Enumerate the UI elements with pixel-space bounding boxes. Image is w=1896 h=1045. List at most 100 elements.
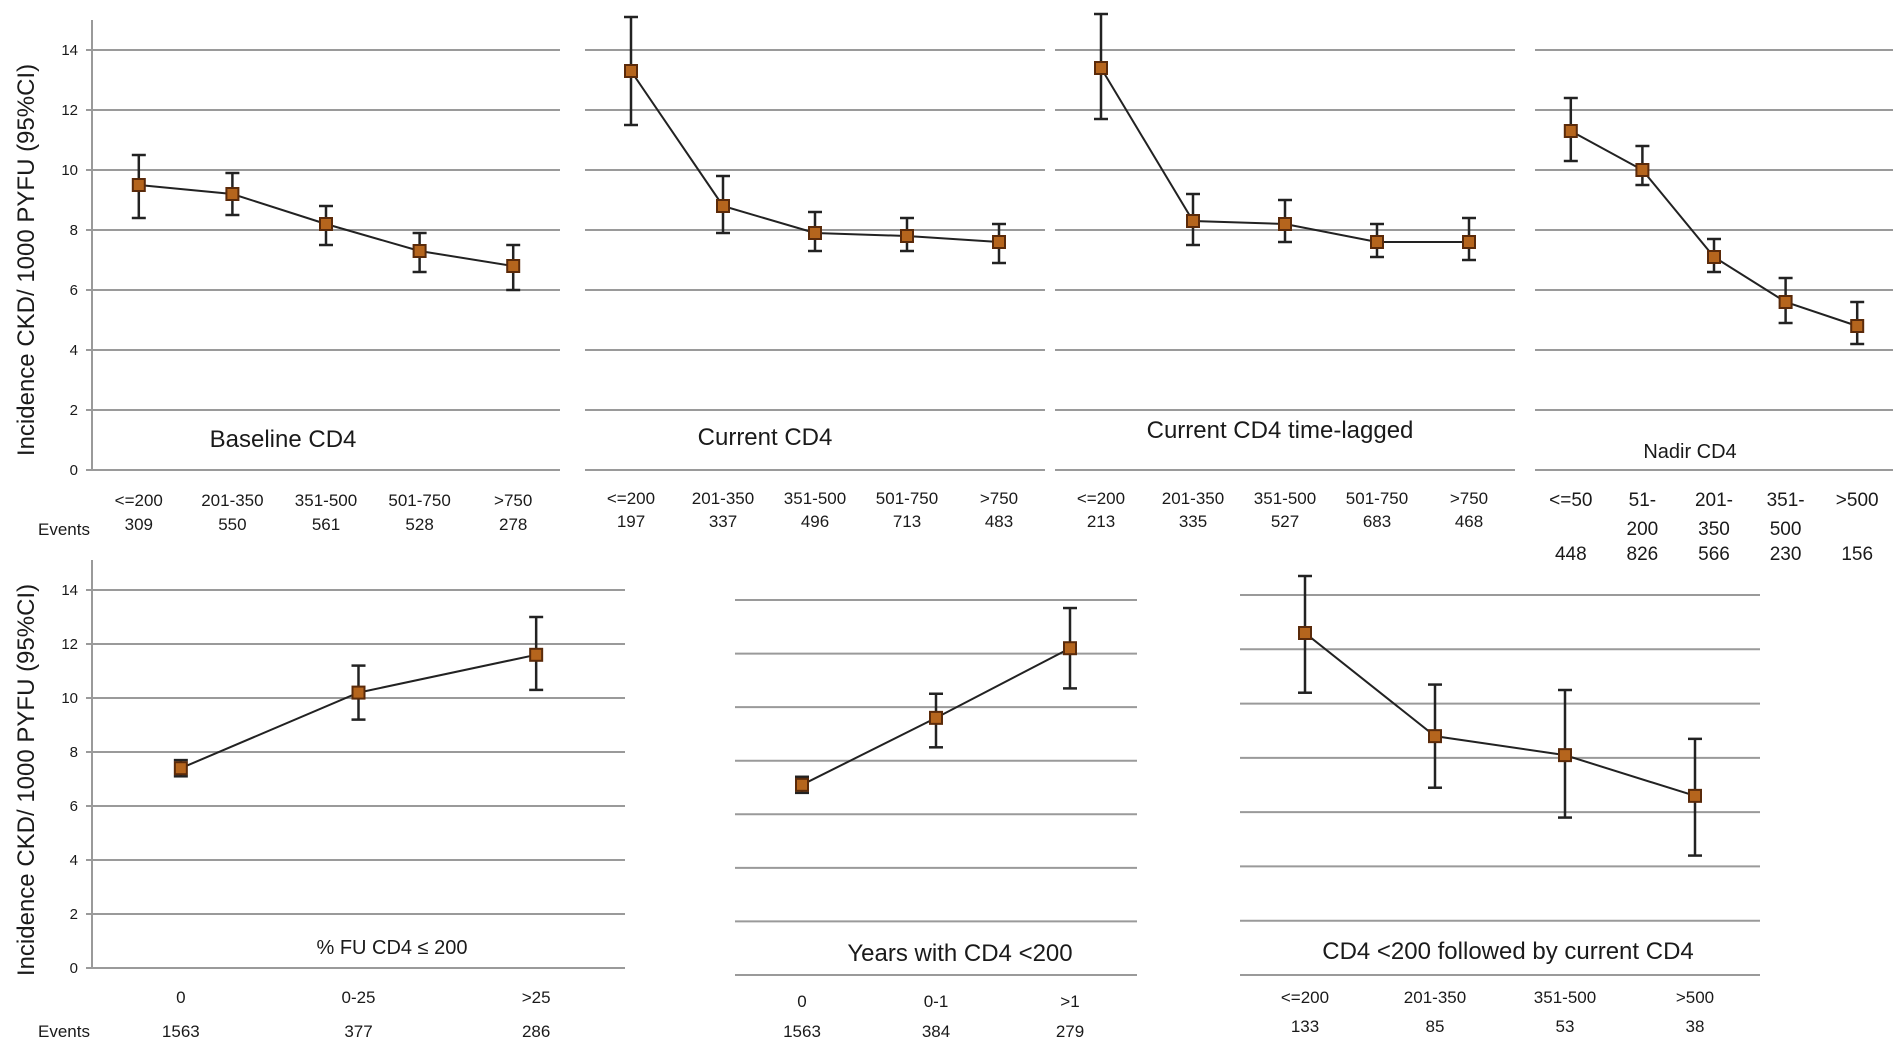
y-tick-label: 2 (70, 402, 78, 419)
data-point (1370, 235, 1384, 249)
data-point (992, 235, 1006, 249)
series-line (1304, 632, 1696, 797)
y-tick-label: 4 (70, 852, 78, 869)
x-category-label: >25 (522, 988, 551, 1007)
x-category-label: 201-350 (1162, 489, 1224, 508)
events-count: 309 (125, 515, 153, 534)
events-count: 448 (1555, 544, 1587, 565)
events-count: 561 (312, 515, 340, 534)
events-count: 527 (1271, 512, 1299, 531)
data-point (173, 761, 188, 776)
x-category-label: 0-1 (924, 992, 949, 1011)
data-point (351, 685, 366, 700)
events-count: 286 (522, 1022, 550, 1041)
x-category-label: 351-500 (1534, 988, 1596, 1007)
x-category-label: <=200 (115, 491, 163, 510)
x-category-label: >750 (1450, 489, 1488, 508)
panel-title: CD4 <200 followed by current CD4 (1322, 938, 1694, 965)
data-point (1558, 748, 1572, 763)
data-point (319, 217, 333, 231)
data-point (1778, 295, 1793, 309)
events-count: 483 (985, 512, 1013, 531)
panel-title: Years with CD4 <200 (847, 940, 1072, 967)
data-point (1688, 788, 1702, 803)
panel-7: <=200 133 201-350 85 351-500 53 >500 38 CD4 <200… (1240, 574, 1760, 1036)
panel-title: Nadir CD4 (1643, 441, 1736, 463)
x-category-label: 501-750 (876, 489, 938, 508)
events-count: 133 (1291, 1017, 1319, 1036)
events-label-top: Events (38, 520, 90, 539)
panel-title: Current CD4 time-lagged (1147, 417, 1414, 444)
y-tick-label: 14 (61, 582, 78, 599)
data-point (131, 178, 146, 192)
events-count: 279 (1056, 1022, 1084, 1041)
data-point (929, 710, 943, 725)
x-category-label: 0 (797, 992, 806, 1011)
y-tick-label: 12 (61, 102, 78, 119)
y-tick-label: 12 (61, 636, 78, 653)
y-tick-label: 8 (70, 222, 78, 239)
x-category-label: 351-500 (1254, 489, 1316, 508)
x-category-label: >500 (1676, 988, 1714, 1007)
data-point (1428, 729, 1442, 744)
x-category-label: 501-750 (1346, 489, 1408, 508)
panel-1: 0 2 4 6 8 10 12 14 <=200 309 201-350 550 351-500 561 5… (61, 20, 560, 534)
panel-5: 0 2 4 6 8 10 12 14 0 1563 0-25 377 >25 286 % FU CD4 ≤ … (61, 560, 625, 1041)
data-point (808, 226, 822, 240)
data-point (1094, 61, 1108, 75)
series-line (1570, 130, 1858, 327)
events-count: 278 (499, 515, 527, 534)
y-tick-label: 8 (70, 744, 78, 761)
panel-title: Baseline CD4 (210, 426, 357, 453)
panel-2: <=200 197 201-350 337 351-500 496 501-750 713 >7… (585, 15, 1045, 531)
events-count: 377 (344, 1022, 372, 1041)
y-axis-label-bottom: Incidence CKD/ 1000 PYFU (95%CI) (13, 584, 40, 976)
x-category-label: <=200 (607, 489, 655, 508)
x-category-label: >1 (1060, 992, 1079, 1011)
data-point (412, 244, 427, 258)
x-category-label: >750 (980, 489, 1018, 508)
y-tick-label: 6 (70, 282, 78, 299)
events-count: 156 (1841, 544, 1873, 565)
events-count: 53 (1556, 1017, 1575, 1036)
data-point (506, 259, 521, 273)
x-category-label: 201-350 (1404, 988, 1466, 1007)
y-tick-label: 6 (70, 798, 78, 815)
events-count: 496 (801, 512, 829, 531)
y-tick-label: 0 (70, 960, 78, 977)
data-point (1186, 214, 1200, 228)
y-axis-label-top: Incidence CKD/ 1000 PYFU (95%CI) (13, 64, 40, 456)
data-point (624, 64, 638, 78)
events-count: 826 (1627, 544, 1659, 565)
panel-title: % FU CD4 ≤ 200 (316, 937, 467, 959)
events-count: 197 (617, 512, 645, 531)
data-point (1563, 124, 1578, 138)
panel-title: Current CD4 (698, 424, 833, 451)
data-point (225, 187, 240, 201)
data-point (1063, 641, 1077, 656)
x-category-label: >750 (494, 491, 532, 510)
x-category-label: 351-500 (784, 489, 846, 508)
data-point (1278, 217, 1292, 231)
x-category-label: <=50 (1549, 490, 1592, 511)
x-category-label: 0 (176, 988, 185, 1007)
events-count: 468 (1455, 512, 1483, 531)
y-tick-label: 2 (70, 906, 78, 923)
events-label-bottom: Events (38, 1022, 90, 1041)
x-category-label: 351-500 (1767, 490, 1805, 540)
data-point (900, 229, 914, 243)
data-point (1635, 163, 1650, 177)
data-point (1298, 626, 1312, 640)
data-point (1850, 319, 1865, 333)
x-category-label: 0-25 (341, 988, 375, 1007)
x-category-label: 201-350 (1695, 490, 1733, 540)
events-count: 550 (218, 515, 246, 534)
x-category-label: 201-350 (692, 489, 754, 508)
events-count: 1563 (783, 1022, 821, 1041)
x-category-label: >500 (1836, 490, 1879, 511)
x-category-label: 501-750 (388, 491, 450, 510)
data-point (1707, 250, 1721, 264)
data-point (1462, 235, 1476, 249)
x-category-label: <=200 (1077, 489, 1125, 508)
